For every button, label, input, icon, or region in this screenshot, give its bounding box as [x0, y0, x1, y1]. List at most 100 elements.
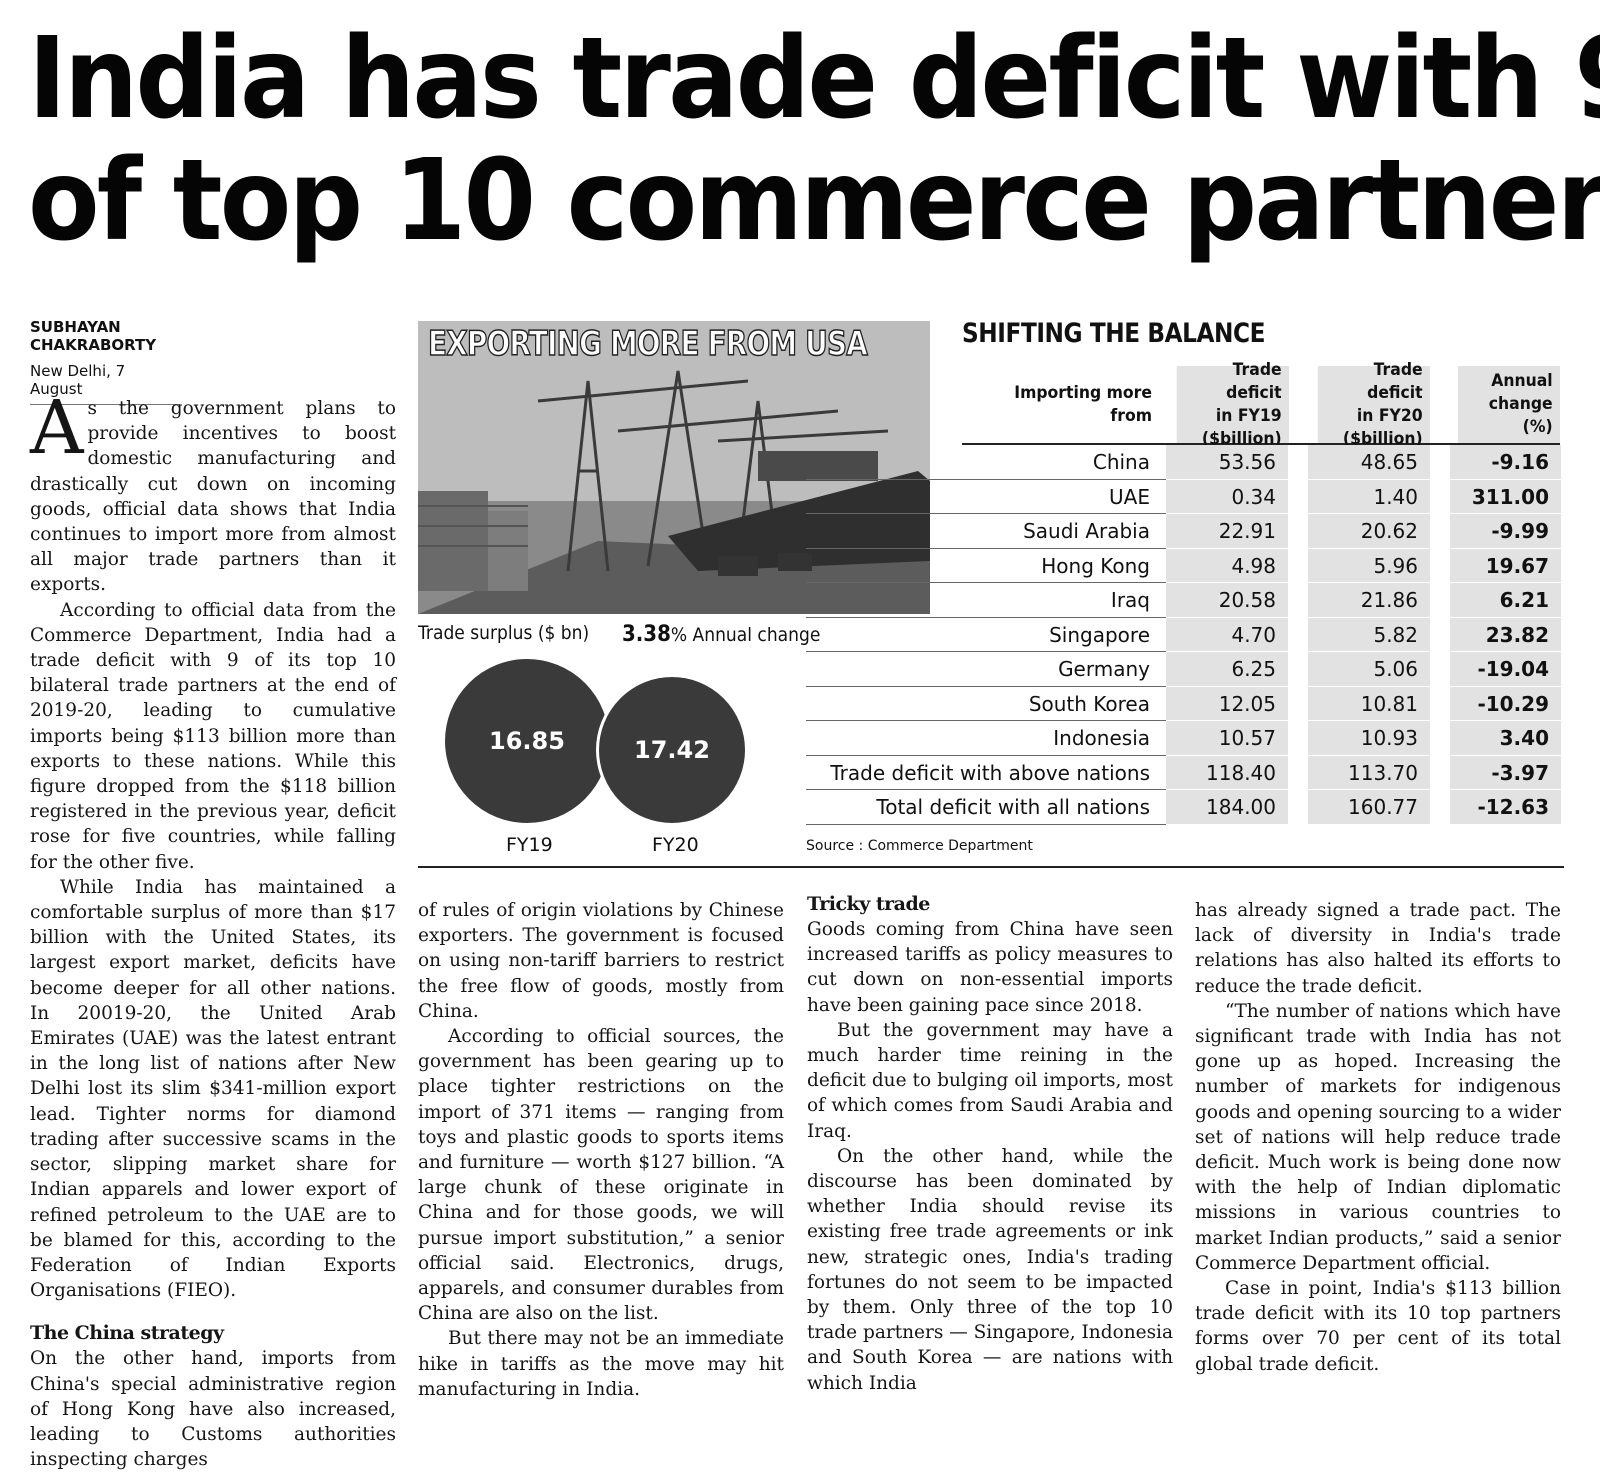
- author-name: SUBHAYAN CHAKRABORTY: [30, 318, 157, 354]
- fy19-cell: 10.57: [1166, 721, 1288, 756]
- table-row: South Korea 12.05 10.81 -10.29: [806, 686, 1561, 721]
- section-divider: [418, 866, 1564, 868]
- annual-change-value: 3.38: [622, 622, 671, 647]
- table-row: UAE 0.34 1.40 311.00: [806, 479, 1561, 514]
- change-cell: 311.00: [1450, 479, 1561, 514]
- header-fy20: Trade deficit in FY20 ($billion): [1317, 360, 1430, 449]
- country-cell: Germany: [806, 652, 1166, 687]
- country-cell: UAE: [806, 480, 1166, 514]
- port-photo-illustration: [418, 321, 930, 614]
- table-row: Germany 6.25 5.06 -19.04: [806, 652, 1561, 687]
- subhead-tricky-trade: Tricky trade: [807, 893, 930, 915]
- subhead-china-strategy: The China strategy: [30, 1322, 224, 1345]
- article-paragraph: Case in point, India's $113 billion trad…: [1195, 1278, 1561, 1375]
- table-row-subtotal: Trade deficit with above nations 118.40 11…: [806, 755, 1561, 790]
- change-cell: 6.21: [1450, 583, 1561, 618]
- header-text: Trade deficit: [1226, 359, 1282, 403]
- article-column-4: has already signed a trade pact. The lac…: [1195, 898, 1561, 1377]
- annual-change-unit: %: [670, 624, 688, 646]
- table-row: Indonesia 10.57 10.93 3.40: [806, 721, 1561, 756]
- header-text: ($billion): [1342, 428, 1423, 449]
- fy20-cell: 10.81: [1308, 686, 1430, 721]
- table-body: China 53.56 48.65 -9.16 UAE 0.34 1.40 311.00 S…: [806, 445, 1561, 825]
- country-cell: South Korea: [806, 687, 1166, 721]
- table-row: Singapore 4.70 5.82 23.82: [806, 617, 1561, 652]
- header-text: in FY19: [1215, 405, 1282, 426]
- fy19-cell: 184.00: [1166, 790, 1288, 825]
- table-row: Hong Kong 4.98 5.96 19.67: [806, 548, 1561, 583]
- article-paragraph: But the government may have a much harde…: [807, 1019, 1173, 1142]
- fy20-cell: 10.93: [1308, 721, 1430, 756]
- annual-change-label: Annual change: [687, 624, 821, 646]
- header-text: ($billion): [1201, 428, 1282, 449]
- bubble-fy20: 17.42: [596, 674, 748, 826]
- fy19-cell: 22.91: [1166, 514, 1288, 549]
- country-cell: China: [806, 445, 1166, 480]
- bubble-fy19: 16.85: [442, 656, 612, 826]
- fy20-cell: 113.70: [1308, 755, 1430, 790]
- article-paragraph: On the other hand, while the discourse h…: [807, 1145, 1174, 1394]
- article-paragraph: has already signed a trade pact. The lac…: [1195, 900, 1561, 997]
- country-cell: Total deficit with all nations: [806, 790, 1166, 825]
- photo-title: EXPORTING MORE FROM USA: [427, 323, 868, 365]
- header-text: in FY20: [1356, 405, 1423, 426]
- header-text: Importing more from: [1014, 382, 1152, 426]
- fy20-cell: 1.40: [1308, 479, 1430, 514]
- fy20-cell: 5.06: [1308, 652, 1430, 687]
- fy20-cell: 5.82: [1308, 617, 1430, 652]
- change-cell: -19.04: [1450, 652, 1561, 687]
- headline-line-2: of top 10 commerce partners: [28, 136, 1600, 266]
- fy19-cell: 53.56: [1166, 445, 1288, 480]
- country-cell: Hong Kong: [806, 549, 1166, 583]
- header-text: Annual: [1491, 371, 1553, 391]
- table-row: China 53.56 48.65 -9.16: [806, 445, 1561, 480]
- change-cell: -10.29: [1450, 686, 1561, 721]
- country-cell: Saudi Arabia: [806, 514, 1166, 549]
- dateline: New Delhi, 7 August: [30, 362, 180, 405]
- fy20-label: FY20: [652, 834, 699, 856]
- change-cell: -3.97: [1450, 755, 1561, 790]
- country-cell: Trade deficit with above nations: [806, 756, 1166, 790]
- fy19-cell: 4.70: [1166, 617, 1288, 652]
- table-title: SHIFTING THE BALANCE: [962, 318, 1266, 349]
- byline: SUBHAYAN CHAKRABORTY New Delhi, 7 August: [30, 318, 180, 405]
- fy20-cell: 160.77: [1308, 790, 1430, 825]
- article-column-3: Tricky trade Goods coming from China hav…: [807, 892, 1173, 1396]
- change-cell: 19.67: [1450, 548, 1561, 583]
- article-paragraph: “The number of nations which have signif…: [1195, 1000, 1561, 1274]
- change-cell: 23.82: [1450, 617, 1561, 652]
- country-cell: Indonesia: [806, 721, 1166, 756]
- header-text: change: [1488, 394, 1553, 414]
- change-cell: -12.63: [1450, 790, 1561, 825]
- country-cell: Singapore: [806, 618, 1166, 652]
- fy20-cell: 5.96: [1308, 548, 1430, 583]
- article-paragraph: Goods coming from China have seen increa…: [807, 919, 1173, 1016]
- headline: India has trade deficit with 9 of top 10…: [28, 18, 1600, 266]
- article-paragraph: While India has maintained a comfortable…: [30, 876, 396, 1302]
- annual-change: 3.38% Annual change: [622, 622, 820, 647]
- article-paragraph: On the other hand, imports from China's …: [30, 1348, 396, 1471]
- header-annual-change: Annual change (%): [1457, 366, 1560, 443]
- fy19-cell: 12.05: [1166, 686, 1288, 721]
- country-cell: Iraq: [806, 583, 1166, 618]
- article-paragraph: According to official sources, the gover…: [418, 1026, 784, 1325]
- change-cell: 3.40: [1450, 721, 1561, 756]
- fy19-cell: 0.34: [1166, 479, 1288, 514]
- article-paragraph: of rules of origin violations by Chinese…: [418, 900, 784, 1022]
- fy20-cell: 20.62: [1308, 514, 1430, 549]
- fy20-cell: 48.65: [1308, 445, 1430, 480]
- port-photo: [418, 321, 930, 614]
- dropcap: A: [30, 385, 84, 471]
- fy19-cell: 118.40: [1166, 755, 1288, 790]
- fy19-cell: 6.25: [1166, 652, 1288, 687]
- fy19-cell: 4.98: [1166, 548, 1288, 583]
- table-row: Saudi Arabia 22.91 20.62 -9.99: [806, 514, 1561, 549]
- fy20-cell: 21.86: [1308, 583, 1430, 618]
- article-column-2: of rules of origin violations by Chinese…: [418, 898, 784, 1402]
- article-paragraph: But there may not be an immediate hike i…: [418, 1328, 784, 1400]
- header-fy19: Trade deficit in FY19 ($billion): [1176, 360, 1289, 449]
- fy19-cell: 20.58: [1166, 583, 1288, 618]
- article-paragraph: According to official data from the Comm…: [30, 599, 396, 873]
